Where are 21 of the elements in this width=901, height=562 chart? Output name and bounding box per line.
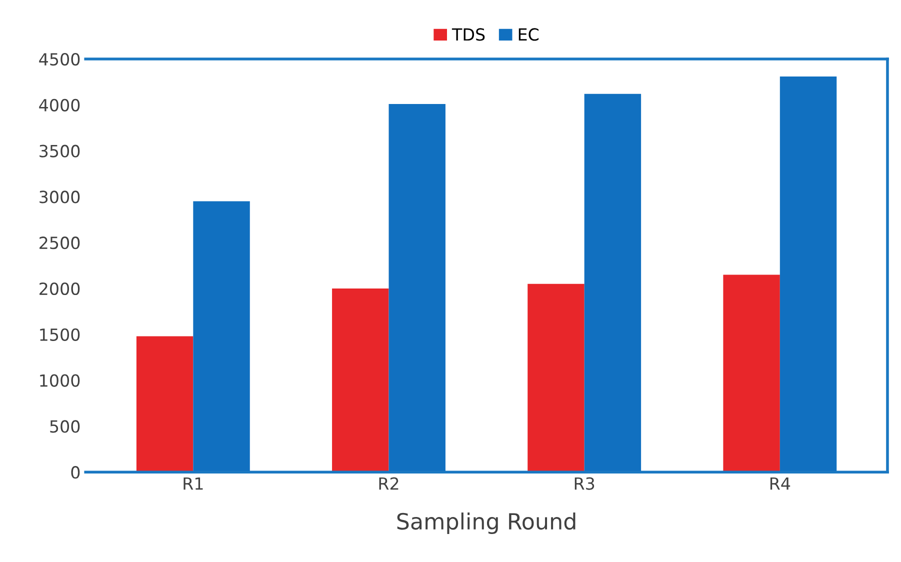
bar: [723, 274, 780, 472]
y-tick-label: 1000: [40, 374, 80, 387]
bar: [332, 288, 389, 472]
y-tick-label: 3000: [40, 190, 80, 204]
y-tick-label: 3500: [40, 144, 80, 158]
y-tick-label: 4000: [39, 98, 80, 112]
x-tick-label: R4: [770, 477, 790, 490]
y-tick-label: 2500: [40, 236, 80, 250]
x-tick-label: R2: [379, 477, 398, 490]
y-tick-label: 1500: [40, 328, 80, 341]
bar: [528, 284, 584, 472]
legend-label: EC: [518, 28, 539, 41]
y-tick-label: 500: [50, 420, 80, 433]
x-axis-title: Sampling Round: [397, 512, 576, 534]
legend-label: TDS: [452, 28, 485, 41]
x-tick-label: R3: [574, 477, 594, 490]
bar: [136, 336, 194, 472]
y-tick-label: 2000: [40, 282, 80, 296]
x-tick-label: R1: [184, 477, 203, 490]
y-tick-label: 4500: [39, 52, 80, 66]
y-tick-label: 0: [71, 466, 80, 479]
